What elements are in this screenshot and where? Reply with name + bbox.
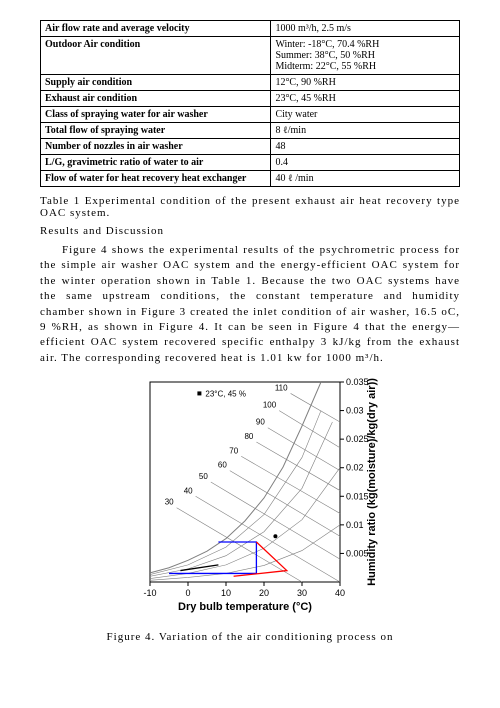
figure-caption: Figure 4. Variation of the air condition… [40,631,460,643]
table-row: Outdoor Air conditionWinter: -18°C, 70.4… [41,37,460,75]
svg-text:Humidity ratio (kg(moisture)/k: Humidity ratio (kg(moisture)/kg(dry air)… [366,378,378,586]
svg-text:70: 70 [229,446,238,455]
paragraph-1: Figure 4 shows the experimental results … [40,243,460,366]
table-row: Supply air condition12°C, 90 %RH [41,75,460,91]
svg-text:20: 20 [259,588,269,598]
table-row: L/G, gravimetric ratio of water to air0.… [41,155,460,171]
table-row: Total flow of spraying water8 ℓ/min [41,123,460,139]
svg-text:30: 30 [297,588,307,598]
svg-text:30: 30 [165,498,174,507]
svg-text:10: 10 [221,588,231,598]
svg-text:90: 90 [256,418,265,427]
svg-text:80: 80 [244,432,253,441]
svg-text:60: 60 [218,461,227,470]
svg-text:Dry bulb temperature (°C): Dry bulb temperature (°C) [178,601,312,613]
svg-text:50: 50 [199,472,208,481]
svg-text:40: 40 [335,588,345,598]
table-row: Flow of water for heat recovery heat exc… [41,171,460,187]
svg-text:0: 0 [185,588,190,598]
svg-text:0.03: 0.03 [346,406,364,416]
svg-text:110: 110 [275,384,288,393]
table-row: Class of spraying water for air washerCi… [41,107,460,123]
table-row: Number of nozzles in air washer48 [41,139,460,155]
svg-text:40: 40 [184,486,193,495]
psychrometric-chart: -100102030400.0050.010.0150.020.0250.030… [40,372,460,625]
svg-text:0.02: 0.02 [346,463,364,473]
table-row: Air flow rate and average velocity1000 m… [41,21,460,37]
svg-text:100: 100 [263,401,277,410]
svg-text:-10: -10 [143,588,156,598]
svg-text:0.01: 0.01 [346,520,364,530]
svg-text:23°C, 45 %: 23°C, 45 % [205,390,246,399]
conditions-table: Air flow rate and average velocity1000 m… [40,20,460,187]
section-heading: Results and Discussion [40,225,460,237]
table-caption: Table 1 Experimental condition of the pr… [40,195,460,219]
table-row: Exhaust air condition23°C, 45 %RH [41,91,460,107]
